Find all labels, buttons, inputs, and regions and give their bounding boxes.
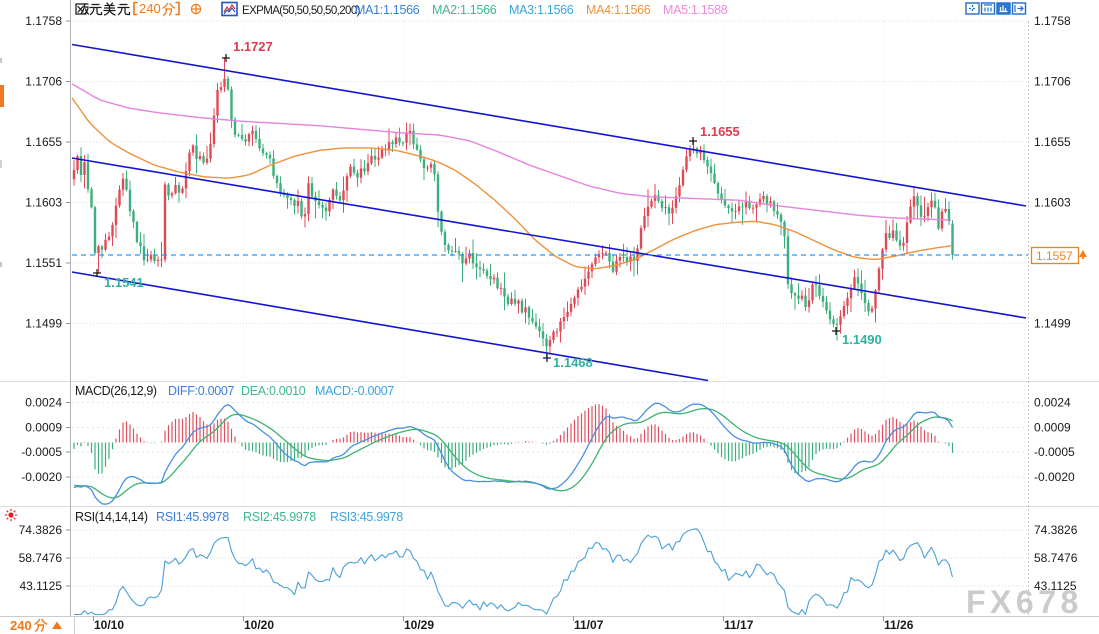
svg-text:RSI2:45.9978: RSI2:45.9978 [243, 510, 316, 524]
svg-text:74.3826: 74.3826 [19, 523, 63, 537]
svg-text:10/20: 10/20 [244, 618, 274, 632]
svg-text:1.1603: 1.1603 [1034, 196, 1071, 210]
svg-text:MA2:1.1566: MA2:1.1566 [432, 3, 497, 17]
svg-text:0.0024: 0.0024 [25, 396, 62, 410]
svg-text:1.1551: 1.1551 [25, 256, 62, 270]
svg-text:RSI(14,14,14): RSI(14,14,14) [75, 510, 148, 524]
svg-text:1.1758: 1.1758 [25, 14, 62, 28]
svg-text:240: 240 [139, 1, 161, 16]
svg-text:58.7476: 58.7476 [19, 551, 63, 565]
svg-text:MACD:-0.0007: MACD:-0.0007 [315, 384, 394, 398]
svg-text:RSI3:45.9978: RSI3:45.9978 [330, 510, 403, 524]
svg-text:240: 240 [10, 618, 32, 633]
svg-text:0.0009: 0.0009 [25, 421, 62, 435]
svg-text:1.1499: 1.1499 [1034, 317, 1071, 331]
svg-text:1.1468: 1.1468 [553, 355, 593, 370]
svg-text:-0.0020: -0.0020 [21, 470, 62, 484]
svg-text:EXPMA(50,50,50,50,200): EXPMA(50,50,50,50,200) [242, 5, 361, 17]
svg-text:1.1706: 1.1706 [25, 75, 62, 89]
svg-text:11/26: 11/26 [884, 618, 914, 632]
svg-text:MA5:1.1588: MA5:1.1588 [663, 3, 728, 17]
svg-text:1.1655: 1.1655 [700, 124, 740, 139]
svg-text:-0.0005: -0.0005 [21, 445, 62, 459]
svg-text:MA3:1.1566: MA3:1.1566 [509, 3, 574, 17]
svg-text:0.0024: 0.0024 [1034, 396, 1071, 410]
svg-text:1.1557: 1.1557 [1036, 249, 1073, 263]
svg-text:1.1603: 1.1603 [25, 196, 62, 210]
svg-text:1.1499: 1.1499 [25, 317, 62, 331]
svg-text:11/17: 11/17 [724, 618, 754, 632]
svg-text:-0.0005: -0.0005 [1034, 445, 1075, 459]
svg-text:DEA:0.0010: DEA:0.0010 [241, 384, 306, 398]
svg-text:MA1:1.1566: MA1:1.1566 [355, 3, 420, 17]
svg-text:11/07: 11/07 [574, 618, 604, 632]
svg-text:RSI1:45.9978: RSI1:45.9978 [156, 510, 229, 524]
svg-text:MA4:1.1566: MA4:1.1566 [586, 3, 651, 17]
svg-text:43.1125: 43.1125 [20, 579, 63, 593]
svg-text:43.1125: 43.1125 [1034, 579, 1077, 593]
svg-text:74.3826: 74.3826 [1034, 523, 1078, 537]
svg-text:MACD(26,12,9): MACD(26,12,9) [75, 384, 157, 398]
svg-text:10/10: 10/10 [94, 618, 124, 632]
svg-text:1.1655: 1.1655 [25, 135, 62, 149]
svg-text:1.1655: 1.1655 [1034, 135, 1071, 149]
svg-text:58.7476: 58.7476 [1034, 551, 1078, 565]
svg-text:0.0009: 0.0009 [1034, 421, 1071, 435]
svg-text:10/29: 10/29 [404, 618, 434, 632]
svg-text:1.1727: 1.1727 [233, 39, 273, 54]
svg-text:FX678: FX678 [966, 584, 1083, 620]
svg-text:1.1706: 1.1706 [1034, 75, 1071, 89]
svg-text:1.1541: 1.1541 [104, 275, 144, 290]
svg-text:DIFF:0.0007: DIFF:0.0007 [168, 384, 235, 398]
svg-text:1.1490: 1.1490 [842, 332, 882, 347]
svg-text:1.1758: 1.1758 [1034, 14, 1071, 28]
svg-text:-0.0020: -0.0020 [1034, 470, 1075, 484]
